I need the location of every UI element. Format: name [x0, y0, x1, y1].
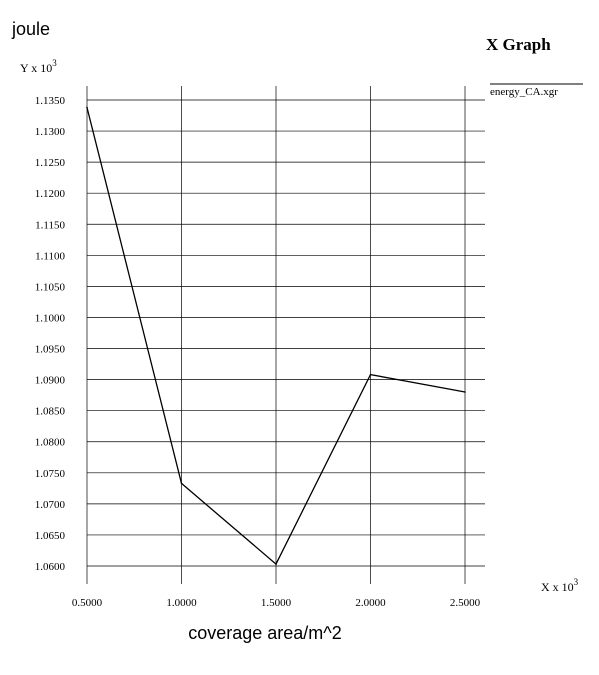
y-tick-labels: 1.0600 1.0650 1.0700 1.0750 1.0800 1.0850 1.09… — [35, 95, 66, 573]
y-tick-label: 1.0700 — [35, 499, 66, 511]
y-tick-label: 1.1050 — [35, 281, 66, 293]
y-axis-multiplier: Y x 103 — [20, 58, 57, 75]
y-tick-label: 1.1100 — [35, 250, 65, 262]
y-tick-label: 1.0650 — [35, 530, 66, 542]
x-axis-multiplier: X x 103 — [541, 577, 579, 594]
y-tick-label: 1.0900 — [35, 375, 66, 387]
chart-title: X Graph — [486, 35, 551, 54]
x-tick-label: 1.5000 — [261, 597, 292, 609]
y-tick-label: 1.0750 — [35, 468, 66, 480]
grid — [86, 86, 485, 584]
y-axis-label: joule — [11, 19, 50, 39]
y-tick-label: 1.0600 — [35, 561, 66, 573]
y-tick-label: 1.1000 — [35, 312, 66, 324]
x-tick-label: 2.0000 — [355, 597, 386, 609]
y-tick-label: 1.1150 — [35, 219, 65, 231]
y-tick-label: 1.1300 — [35, 126, 66, 138]
x-tick-label: 2.5000 — [450, 597, 481, 609]
y-tick-label: 1.0800 — [35, 437, 66, 449]
data-point — [464, 391, 466, 393]
y-tick-label: 1.0950 — [35, 344, 66, 356]
y-tick-label: 1.1250 — [35, 157, 66, 169]
x-tick-label: 1.0000 — [166, 597, 197, 609]
y-tick-label: 1.1350 — [35, 95, 66, 107]
series — [86, 106, 466, 566]
x-axis-label: coverage area/m^2 — [188, 623, 342, 643]
legend-entry: energy_CA.xgr — [490, 86, 558, 98]
y-tick-label: 1.0850 — [35, 406, 66, 418]
data-point — [180, 482, 183, 485]
x-tick-labels: 0.5000 1.0000 1.5000 2.0000 2.5000 — [72, 597, 481, 609]
data-point — [275, 563, 277, 565]
data-point — [86, 106, 88, 109]
data-point — [369, 373, 372, 376]
x-tick-label: 0.5000 — [72, 597, 103, 609]
y-tick-label: 1.1200 — [35, 188, 66, 200]
